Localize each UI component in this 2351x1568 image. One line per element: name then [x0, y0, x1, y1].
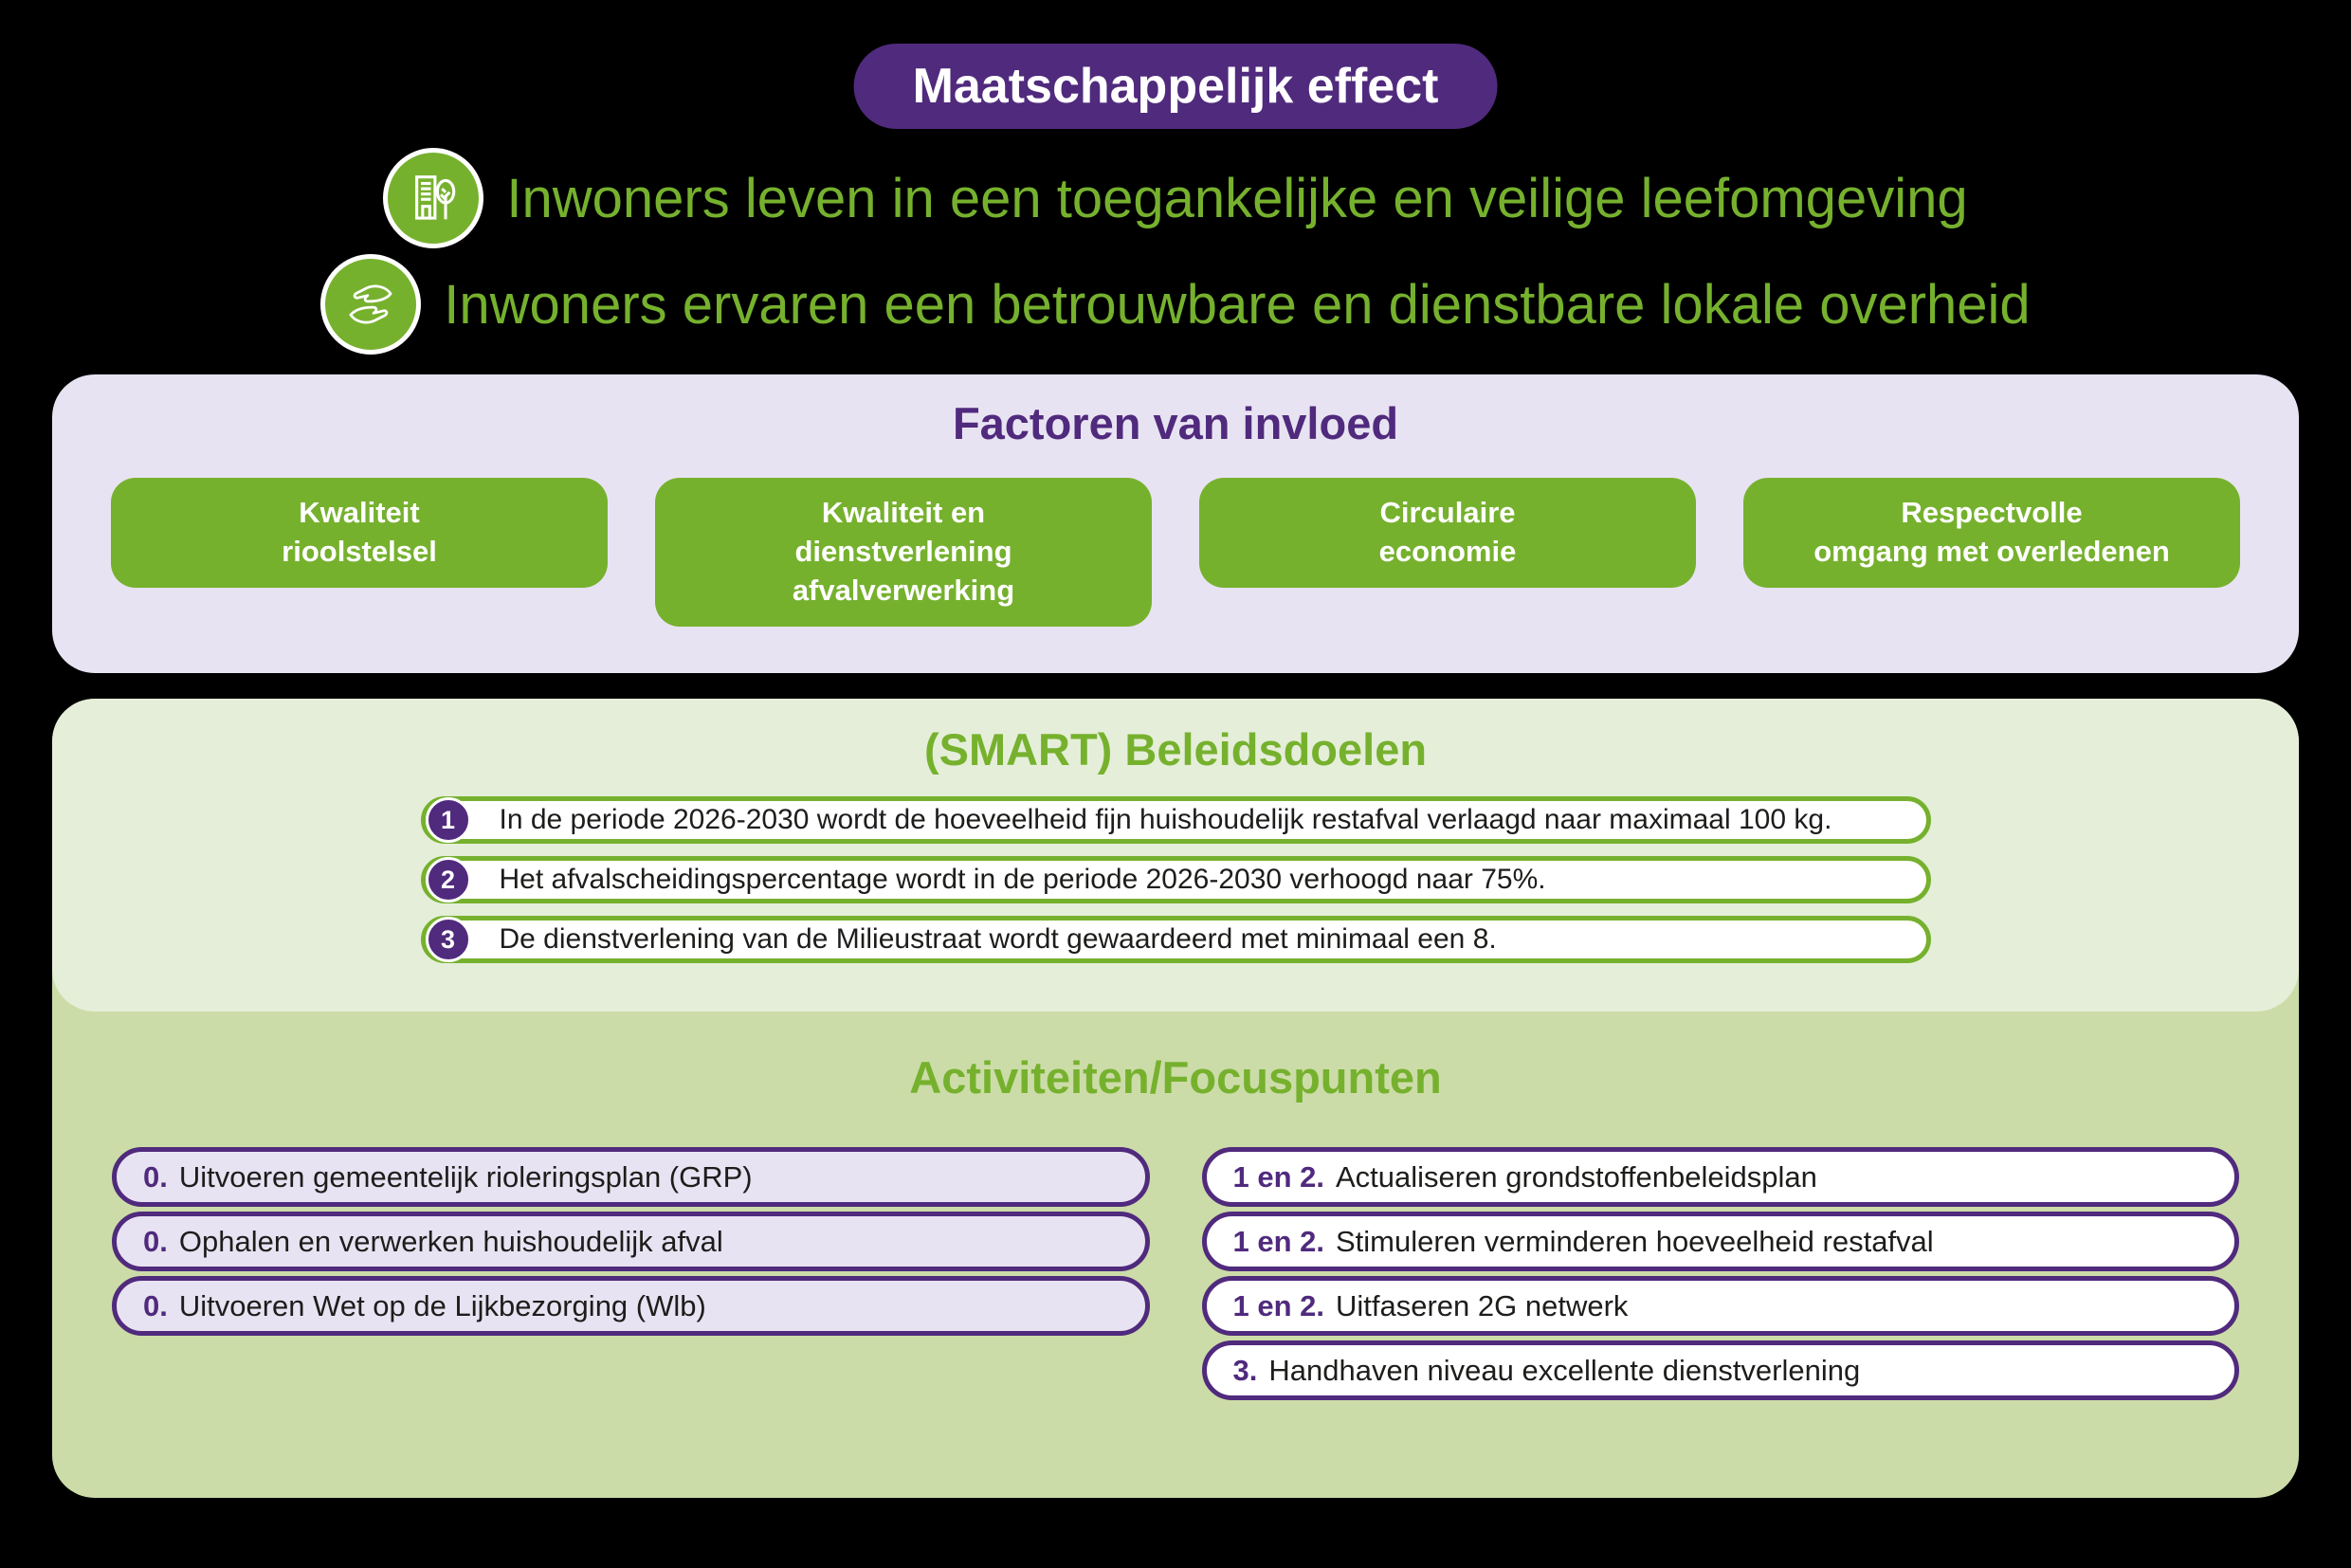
goal-item: 3 De dienstverlening van de Milieustraat…: [420, 916, 1931, 963]
goals-activities-section: (SMART) Beleidsdoelen 1 In de periode 20…: [52, 699, 2299, 1498]
effect-text: Inwoners ervaren een betrouwbare en dien…: [444, 273, 2031, 336]
goal-item: 2 Het afvalscheidingspercentage wordt in…: [420, 856, 1931, 903]
activity-item: 0. Uitvoeren gemeentelijk rioleringsplan…: [112, 1147, 1150, 1207]
goal-text: De dienstverlening van de Milieustraat w…: [499, 923, 1497, 955]
goal-number-badge: 3: [425, 917, 471, 962]
activity-text: Uitfaseren 2G netwerk: [1336, 1288, 1629, 1322]
factor-card: Circulaire economie: [1199, 478, 1696, 588]
activity-prefix: 1 en 2.: [1232, 1288, 1325, 1322]
activity-prefix: 0.: [143, 1288, 168, 1322]
effect-line: Inwoners leven in een toegankelijke en v…: [383, 148, 1968, 248]
activity-item: 0. Ophalen en verwerken huishoudelijk af…: [112, 1212, 1150, 1271]
activities-column-right: 1 en 2. Actualiseren grondstoffenbeleids…: [1201, 1147, 2239, 1400]
activity-item: 0. Uitvoeren Wet op de Lijkbezorging (Wl…: [112, 1276, 1150, 1336]
goals-list: 1 In de periode 2026-2030 wordt de hoeve…: [420, 796, 1931, 963]
factor-card: Kwaliteit rioolstelsel: [111, 478, 608, 588]
effect-line: Inwoners ervaren een betrouwbare en dien…: [320, 254, 2031, 355]
effects-section: Inwoners leven in een toegankelijke en v…: [0, 148, 2351, 355]
activity-item: 1 en 2. Uitfaseren 2G netwerk: [1201, 1276, 2239, 1336]
policy-goals-title: (SMART) Beleidsdoelen: [923, 724, 1428, 775]
activity-prefix: 0.: [143, 1159, 168, 1194]
factor-card: Respectvolle omgang met overledenen: [1743, 478, 2240, 588]
effect-text: Inwoners leven in een toegankelijke en v…: [506, 167, 1968, 229]
activities-title: Activiteiten/Focuspunten: [909, 1052, 1442, 1103]
goal-text: Het afvalscheidingspercentage wordt in d…: [499, 864, 1546, 895]
activity-prefix: 3.: [1232, 1353, 1258, 1387]
factors-title: Factoren van invloed: [952, 398, 1399, 448]
factors-section: Factoren van invloed Kwaliteit rioolstel…: [52, 374, 2299, 673]
goal-text: In de periode 2026-2030 wordt de hoeveel…: [499, 804, 1832, 835]
activity-item: 3. Handhaven niveau excellente dienstver…: [1201, 1340, 2239, 1400]
activities-column-left: 0. Uitvoeren gemeentelijk rioleringsplan…: [112, 1147, 1150, 1400]
building-tree-icon: [383, 148, 484, 248]
activity-text: Uitvoeren Wet op de Lijkbezorging (Wlb): [178, 1288, 706, 1322]
goal-number-badge: 2: [425, 857, 471, 903]
activity-text: Actualiseren grondstoffenbeleidsplan: [1336, 1159, 1817, 1194]
activities-columns: 0. Uitvoeren gemeentelijk rioleringsplan…: [52, 1147, 2299, 1400]
policy-goals-section: (SMART) Beleidsdoelen 1 In de periode 20…: [52, 699, 2299, 1012]
activity-text: Ophalen en verwerken huishoudelijk afval: [178, 1224, 723, 1258]
activity-item: 1 en 2. Stimuleren verminderen hoeveelhe…: [1201, 1212, 2239, 1271]
activity-text: Stimuleren verminderen hoeveelheid resta…: [1336, 1224, 1934, 1258]
activity-prefix: 1 en 2.: [1232, 1159, 1325, 1194]
goal-number-badge: 1: [425, 797, 471, 843]
activity-prefix: 1 en 2.: [1232, 1224, 1325, 1258]
factor-card: Kwaliteit en dienstverlening afvalverwer…: [655, 478, 1152, 627]
factors-row: Kwaliteit rioolstelsel Kwaliteit en dien…: [52, 449, 2299, 627]
activity-item: 1 en 2. Actualiseren grondstoffenbeleids…: [1201, 1147, 2239, 1207]
activity-prefix: 0.: [143, 1224, 168, 1258]
caring-hands-icon: [320, 254, 422, 355]
goal-item: 1 In de periode 2026-2030 wordt de hoeve…: [420, 796, 1931, 844]
activity-text: Uitvoeren gemeentelijk rioleringsplan (G…: [178, 1159, 753, 1194]
activity-text: Handhaven niveau excellente dienstverlen…: [1268, 1353, 1861, 1387]
page-title: Maatschappelijk effect: [853, 44, 1498, 129]
